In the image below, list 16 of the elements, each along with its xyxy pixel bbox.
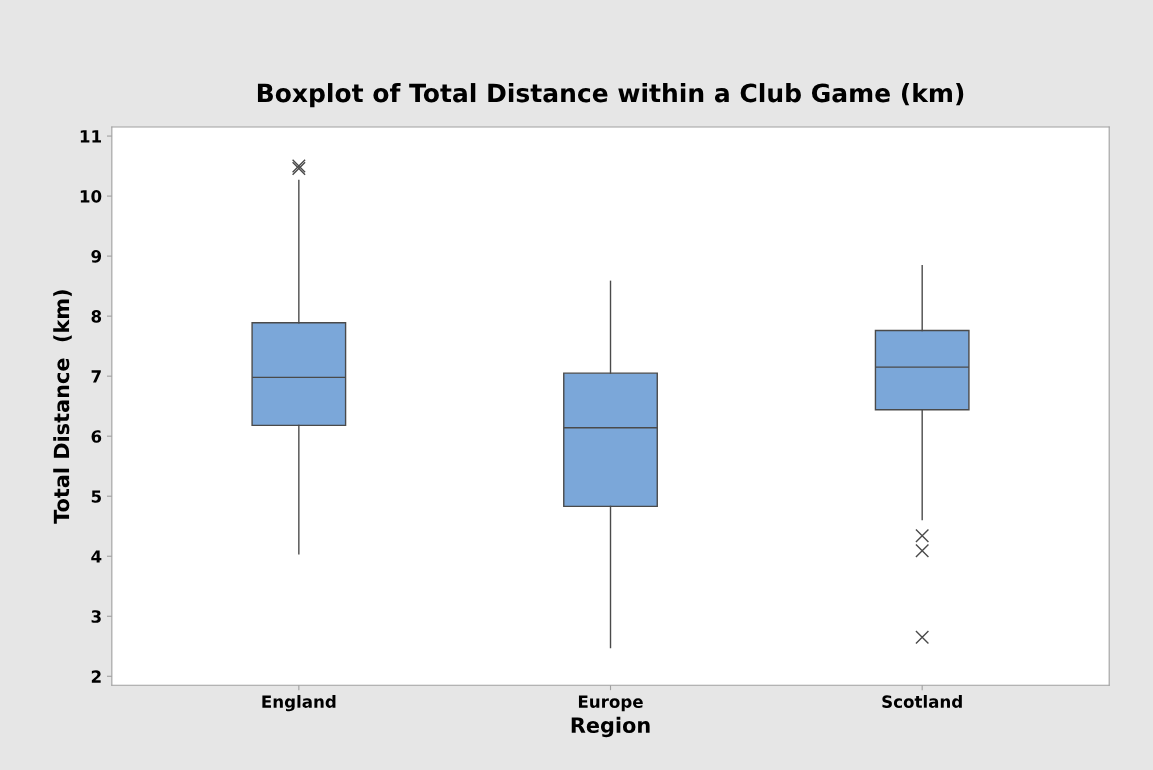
y-tick-label: 4 [91, 550, 102, 563]
x-tick-label: Scotland [882, 695, 962, 708]
y-tick-label: 9 [91, 250, 102, 263]
y-tick-label: 8 [91, 310, 102, 323]
y-tick-label: 5 [91, 490, 101, 503]
chart-title: Boxplot of Total Distance within a Club Game (km) [257, 83, 964, 108]
y-tick-label: 11 [80, 130, 101, 143]
y-axis-title: Total Distance (km) [53, 290, 72, 524]
x-tick-label: England [262, 695, 336, 712]
x-tick-label: Europe [578, 695, 643, 712]
y-tick-label: 10 [80, 190, 102, 203]
y-tick-label: 2 [91, 670, 101, 683]
y-tick-label: 7 [91, 370, 101, 383]
y-tick-label: 3 [91, 610, 101, 623]
y-tick-label: 6 [91, 430, 102, 443]
x-axis-title: Region [571, 716, 650, 738]
